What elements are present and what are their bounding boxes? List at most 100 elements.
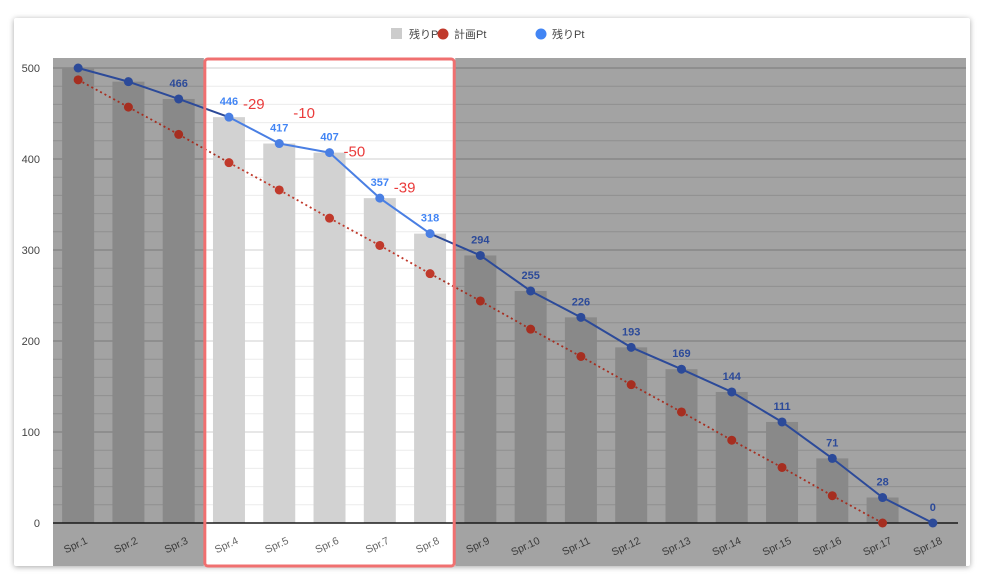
plan-point-Spr.17 <box>878 518 888 528</box>
remaining-point-Spr.17 <box>878 493 888 503</box>
remaining-point-Spr.7 <box>375 193 385 203</box>
remaining-line-segment <box>580 316 632 349</box>
plan-point-Spr.14 <box>727 435 737 445</box>
bar-Spr.13 <box>665 369 698 523</box>
annotation-Spr.5: -10 <box>293 105 315 122</box>
remaining-point-Spr.18 <box>928 518 938 528</box>
plan-point-Spr.16 <box>827 491 837 501</box>
bar-Spr.2 <box>112 81 145 524</box>
remaining-line-segment <box>831 457 884 499</box>
data-label-Spr.8: 318 <box>421 213 439 225</box>
remaining-line-segment <box>279 142 330 154</box>
y-tick-label: 200 <box>22 336 40 348</box>
plan-point-Spr.13 <box>676 407 686 417</box>
bar-Spr.1 <box>62 68 95 523</box>
data-label-Spr.17: 28 <box>876 477 888 489</box>
data-label-Spr.9: 294 <box>471 234 490 246</box>
bar-Spr.12 <box>615 347 648 523</box>
data-label-Spr.18: 0 <box>930 502 936 514</box>
data-label-Spr.10: 255 <box>521 270 539 282</box>
bar-Spr.11 <box>564 317 597 523</box>
remaining-line-segment <box>530 290 582 319</box>
remaining-line-segment <box>731 391 783 423</box>
remaining-point-Spr.14 <box>727 387 737 397</box>
data-label-Spr.4: 446 <box>220 96 238 108</box>
plan-point-Spr.4 <box>224 158 234 168</box>
remaining-point-Spr.15 <box>777 417 787 427</box>
remaining-point-Spr.5 <box>274 139 284 149</box>
legend-swatch-bar <box>391 28 402 39</box>
plan-point-Spr.12 <box>626 380 636 390</box>
legend-label-remaining: 残りPt <box>552 27 584 41</box>
plan-point-Spr.1 <box>73 75 83 85</box>
y-tick-label: 100 <box>22 427 40 439</box>
legend-swatch-remaining <box>535 28 547 40</box>
remaining-line-segment <box>128 80 180 100</box>
remaining-point-Spr.2 <box>123 77 133 87</box>
plan-point-Spr.5 <box>274 185 284 195</box>
plan-point-Spr.9 <box>475 296 485 306</box>
remaining-line-segment <box>882 496 934 524</box>
remaining-line-segment <box>328 151 381 199</box>
remaining-point-Spr.11 <box>576 312 586 322</box>
legend-swatch-plan <box>437 28 449 40</box>
plan-point-Spr.7 <box>375 240 385 250</box>
data-label-Spr.13: 169 <box>672 348 690 360</box>
bar-Spr.9 <box>464 255 497 523</box>
remaining-point-Spr.12 <box>626 342 636 352</box>
annotation-Spr.7: -39 <box>394 180 416 197</box>
bar-Spr.15 <box>766 421 799 523</box>
annotation-Spr.6: -50 <box>344 143 366 160</box>
remaining-point-Spr.9 <box>475 250 485 260</box>
x-tick-label-Spr.5: Spr.5 <box>263 535 290 556</box>
x-tick-label-Spr.6: Spr.6 <box>313 535 340 556</box>
plan-point-Spr.15 <box>777 462 787 472</box>
remaining-point-Spr.6 <box>325 148 335 158</box>
y-tick-label: 0 <box>34 518 40 530</box>
remaining-point-Spr.10 <box>526 286 536 296</box>
bar-Spr.6 <box>313 152 346 523</box>
remaining-point-Spr.13 <box>676 364 686 374</box>
legend-label-bar: 残りPt <box>409 27 441 41</box>
plan-point-Spr.6 <box>325 213 335 223</box>
data-label-Spr.14: 144 <box>723 371 742 383</box>
bar-Spr.8 <box>414 233 447 523</box>
x-tick-label-Spr.4: Spr.4 <box>213 535 240 556</box>
remaining-line-segment <box>630 346 682 371</box>
data-label-Spr.7: 357 <box>371 177 389 189</box>
y-tick-label: 400 <box>22 154 40 166</box>
annotation-Spr.4: -29 <box>243 96 265 113</box>
plan-point-Spr.8 <box>425 269 435 279</box>
data-label-Spr.6: 407 <box>320 132 338 144</box>
data-label-Spr.11: 226 <box>572 296 590 308</box>
remaining-line-segment <box>228 116 280 145</box>
remaining-line-segment <box>681 368 733 393</box>
remaining-point-Spr.4 <box>224 112 234 122</box>
data-label-Spr.12: 193 <box>622 326 640 338</box>
plan-point-Spr.3 <box>174 129 184 139</box>
remaining-point-Spr.3 <box>174 94 184 104</box>
data-label-Spr.16: 71 <box>826 437 838 449</box>
remaining-line-segment <box>379 197 431 235</box>
x-tick-label-Spr.8: Spr.8 <box>414 535 441 556</box>
legend-label-plan: 計画Pt <box>454 27 486 41</box>
bar-Spr.4 <box>212 117 245 523</box>
data-label-Spr.3: 466 <box>170 78 188 90</box>
remaining-point-Spr.16 <box>827 453 837 463</box>
plan-point-Spr.10 <box>526 324 536 334</box>
remaining-point-Spr.8 <box>425 229 435 239</box>
data-label-Spr.5: 417 <box>270 123 288 135</box>
y-tick-label: 300 <box>22 245 40 257</box>
bar-Spr.14 <box>715 391 748 523</box>
remaining-point-Spr.1 <box>73 63 83 73</box>
remaining-line-segment <box>479 254 532 292</box>
highlight-box <box>203 57 456 568</box>
remaining-line-segment <box>781 421 833 460</box>
y-tick-label: 500 <box>22 63 40 75</box>
x-tick-label-Spr.7: Spr.7 <box>364 535 391 556</box>
bar-Spr.5 <box>263 143 296 523</box>
data-label-Spr.15: 111 <box>773 401 790 413</box>
plan-point-Spr.2 <box>123 102 133 112</box>
bar-Spr.7 <box>363 198 396 523</box>
